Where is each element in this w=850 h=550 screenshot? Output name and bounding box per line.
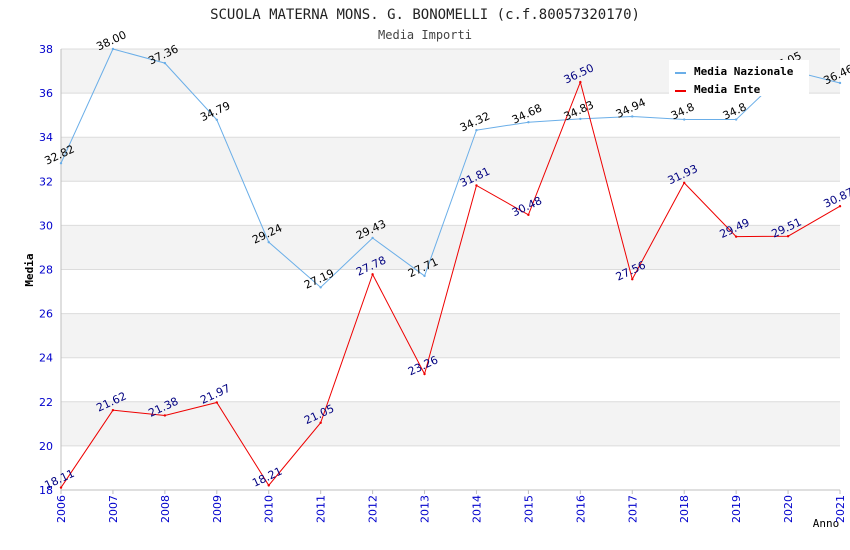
data-point-media-ente xyxy=(475,184,478,187)
grid-band xyxy=(61,445,840,490)
data-point-media-nazionale xyxy=(163,61,167,65)
x-tick-label: 2019 xyxy=(730,495,743,523)
data-point-media-nazionale xyxy=(631,115,634,118)
data-point-media-ente xyxy=(683,181,686,185)
data-point-media-ente xyxy=(319,421,322,424)
chart-subtitle: Media Importi xyxy=(378,28,472,42)
y-tick-label: 22 xyxy=(39,396,53,409)
legend-label-media-nazionale: Media Nazionale xyxy=(694,65,794,78)
grid-band xyxy=(61,93,840,138)
x-tick-label: 2007 xyxy=(107,495,120,523)
y-tick-label: 30 xyxy=(39,219,53,232)
series-line-media-ente xyxy=(60,80,841,488)
data-point-media-ente xyxy=(734,235,738,238)
data-point-media-ente xyxy=(423,372,426,376)
data-point-media-ente xyxy=(215,401,218,404)
x-tick-label: 2009 xyxy=(211,495,224,523)
data-point-media-nazionale xyxy=(683,118,686,121)
data-point-media-ente xyxy=(111,408,115,412)
data-point-media-nazionale xyxy=(59,162,63,165)
y-tick-label: 26 xyxy=(39,308,53,321)
chart-title: SCUOLA MATERNA MONS. G. BONOMELLI (c.f.8… xyxy=(210,7,640,23)
x-tick-label: 2008 xyxy=(159,495,172,523)
x-tick-label: 2013 xyxy=(419,495,432,523)
grid-band xyxy=(61,137,840,182)
x-tick-label: 2015 xyxy=(522,495,535,523)
y-tick-label: 28 xyxy=(39,264,53,277)
series-line-media-nazionale xyxy=(60,48,841,289)
x-tick-label: 2017 xyxy=(626,495,639,523)
x-tick-label: 2012 xyxy=(367,495,380,523)
data-point-media-nazionale xyxy=(215,118,218,121)
x-tick-label: 2014 xyxy=(470,495,483,523)
grid-band xyxy=(61,357,840,402)
y-tick-label: 18 xyxy=(39,484,53,497)
data-point-media-nazionale xyxy=(734,118,738,121)
data-point-media-nazionale xyxy=(371,236,374,240)
data-point-media-ente xyxy=(631,278,634,281)
x-tick-label: 2018 xyxy=(678,495,691,523)
data-point-media-nazionale xyxy=(319,286,322,289)
y-tick-label: 36 xyxy=(39,87,53,100)
data-point-media-ente xyxy=(579,80,582,84)
x-tick-label: 2011 xyxy=(315,495,328,523)
grid-band xyxy=(61,225,840,270)
x-tick-label: 2010 xyxy=(263,495,276,523)
data-point-media-ente xyxy=(527,213,530,217)
data-point-media-nazionale xyxy=(579,117,582,121)
y-tick-label: 24 xyxy=(39,352,53,365)
data-point-media-ente xyxy=(163,414,167,417)
data-point-media-nazionale xyxy=(838,81,842,85)
x-tick-label: 2016 xyxy=(574,495,587,523)
x-tick-label: 2006 xyxy=(55,495,68,523)
legend-box xyxy=(669,60,809,96)
grid-band xyxy=(61,401,840,446)
y-tick-label: 34 xyxy=(39,131,53,144)
legend-label-media-ente: Media Ente xyxy=(694,83,761,96)
x-axis-title: Anno xyxy=(813,517,840,530)
data-point-media-nazionale xyxy=(267,240,270,244)
data-point-media-nazionale xyxy=(475,128,478,132)
y-tick-label: 20 xyxy=(39,440,53,453)
data-point-media-ente xyxy=(838,205,842,208)
data-point-media-ente xyxy=(267,484,270,487)
data-point-media-ente xyxy=(786,235,790,238)
y-axis-title: Media xyxy=(23,253,36,286)
y-tick-label: 38 xyxy=(39,43,53,56)
data-point-media-ente xyxy=(59,486,63,489)
data-point-media-nazionale xyxy=(423,274,426,278)
grid-band xyxy=(61,269,840,314)
data-point-media-nazionale xyxy=(527,121,530,124)
data-point-media-nazionale xyxy=(111,47,115,51)
y-tick-label: 32 xyxy=(39,175,53,188)
x-tick-label: 2021 xyxy=(834,495,847,523)
legend: Media Nazionale Media Ente xyxy=(669,60,809,96)
x-tick-label: 2020 xyxy=(782,495,795,523)
data-point-media-ente xyxy=(371,273,374,276)
grid-band xyxy=(61,313,840,358)
